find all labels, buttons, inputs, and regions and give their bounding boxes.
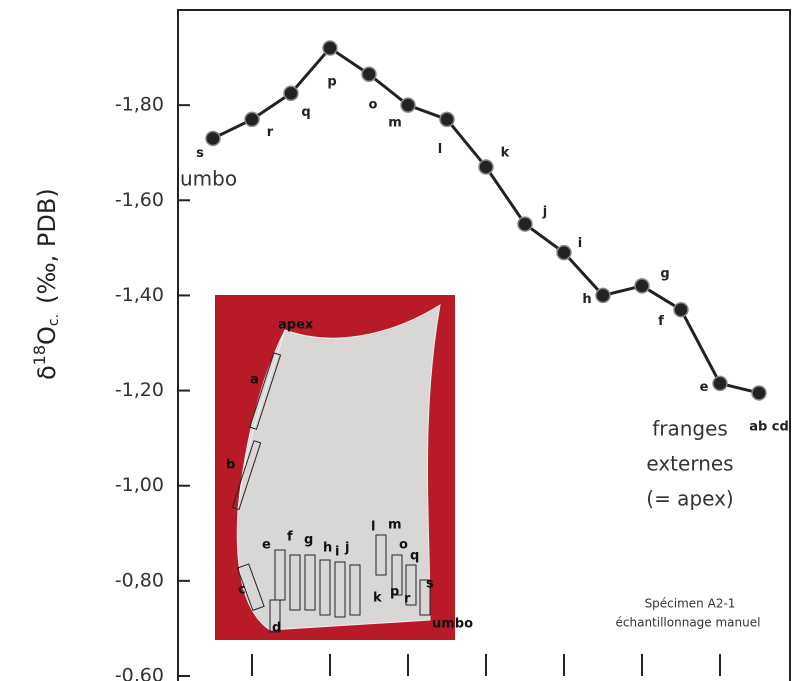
point-label: r xyxy=(267,125,274,140)
data-point xyxy=(206,131,220,145)
point-label: h xyxy=(582,292,591,307)
annotation: franges xyxy=(652,417,728,441)
y-label-main: O xyxy=(33,326,61,345)
inset-label: o xyxy=(399,538,408,553)
y-tick-label: -1,80 xyxy=(115,94,164,116)
data-point xyxy=(401,98,415,112)
data-point xyxy=(635,279,649,293)
inset-label: q xyxy=(410,549,419,564)
data-point xyxy=(440,112,454,126)
point-label: i xyxy=(578,236,582,251)
y-label-units: (‰, PDB) xyxy=(33,188,61,304)
data-point xyxy=(362,67,376,81)
data-point xyxy=(284,86,298,100)
inset-label: apex xyxy=(278,318,314,333)
inset-label: b xyxy=(226,458,235,473)
inset-label: g xyxy=(304,533,313,548)
point-label: m xyxy=(388,116,402,131)
inset-label: d xyxy=(272,621,281,636)
inset-label: j xyxy=(344,541,349,556)
point-label: o xyxy=(369,98,378,113)
point-label: q xyxy=(301,105,310,120)
inset-label: p xyxy=(390,585,399,600)
inset-label: m xyxy=(388,518,402,533)
y-axis-label: δ18Oc. (‰, PDB) xyxy=(30,188,63,380)
y-tick-label: -0,80 xyxy=(115,569,164,591)
annotation: (= apex) xyxy=(646,487,733,511)
inset-label: c xyxy=(238,583,246,598)
y-tick-label: -1,40 xyxy=(115,284,164,306)
inset-label: r xyxy=(404,592,411,607)
point-label: e xyxy=(700,380,709,395)
point-label: s xyxy=(196,146,204,161)
y-tick-label: -0,60 xyxy=(115,665,164,681)
point-label: j xyxy=(542,205,547,220)
point-label: p xyxy=(327,75,336,90)
y-label-symbol: δ xyxy=(33,365,61,380)
data-point xyxy=(713,376,727,390)
inset-label: k xyxy=(373,591,382,606)
y-label-sub: c. xyxy=(46,314,62,326)
data-point xyxy=(596,288,610,302)
data-point xyxy=(557,246,571,260)
inset-label: l xyxy=(371,520,375,535)
point-label: ab cd xyxy=(749,419,789,434)
point-label: f xyxy=(658,314,664,329)
data-point xyxy=(752,386,766,400)
y-tick-label: -1,60 xyxy=(115,189,164,211)
inset-label: i xyxy=(335,545,339,560)
y-label-sup: 18 xyxy=(30,345,49,365)
inset-label: e xyxy=(262,538,271,553)
inset-photo: apex a b c d e f g h i j k l m o q p r s… xyxy=(215,295,473,640)
annotation: externes xyxy=(646,452,733,476)
data-point xyxy=(674,303,688,317)
data-point xyxy=(518,217,532,231)
annotation: umbo xyxy=(180,167,237,191)
inset-label: s xyxy=(426,577,434,592)
y-tick-label: -1,00 xyxy=(115,474,164,496)
data-point xyxy=(323,41,337,55)
y-label-text: δ18Oc. (‰, PDB) xyxy=(30,188,63,380)
inset-label: f xyxy=(287,530,293,545)
data-point xyxy=(245,112,259,126)
data-point xyxy=(479,160,493,174)
inset-label: a xyxy=(250,373,259,388)
point-label: l xyxy=(438,142,442,157)
annotation: Spécimen A2-1 xyxy=(645,597,736,611)
annotation: échantillonnage manuel xyxy=(616,616,761,630)
y-tick-label: -1,20 xyxy=(115,379,164,401)
inset-label: umbo xyxy=(432,617,473,632)
chart: δ18Oc. (‰, PDB) apex a b c d e f xyxy=(0,0,795,681)
point-label: k xyxy=(501,145,510,160)
inset-label: h xyxy=(323,541,332,556)
point-label: g xyxy=(660,266,669,281)
